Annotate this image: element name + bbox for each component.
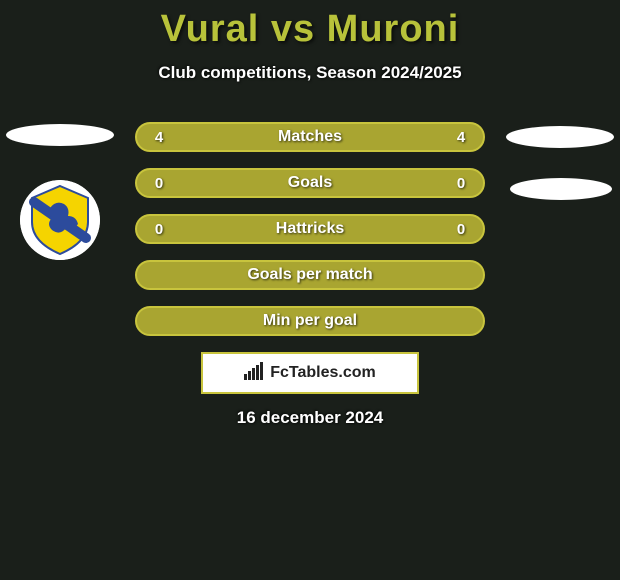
stat-right-value: 0 <box>455 221 467 238</box>
stat-left-value: 0 <box>153 175 165 192</box>
stat-row-goals-per-match: Goals per match <box>135 260 485 290</box>
stat-label: Min per goal <box>263 312 357 330</box>
stat-label: Goals per match <box>247 266 372 284</box>
stat-label: Goals <box>288 174 332 192</box>
site-badge-text: FcTables.com <box>270 364 376 382</box>
bar-chart-icon <box>244 362 266 385</box>
page-title: Vural vs Muroni <box>0 0 620 51</box>
stat-right-value: 4 <box>455 129 467 146</box>
player-left-placeholder <box>6 124 114 146</box>
stats-container: 4 Matches 4 0 Goals 0 0 Hattricks 0 Goal… <box>135 122 485 352</box>
stat-row-hattricks: 0 Hattricks 0 <box>135 214 485 244</box>
player-right-placeholder <box>506 126 614 148</box>
club-right-placeholder <box>510 178 612 200</box>
site-badge: FcTables.com <box>201 352 419 394</box>
stat-label: Matches <box>278 128 342 146</box>
stat-row-goals: 0 Goals 0 <box>135 168 485 198</box>
date-text: 16 december 2024 <box>237 408 384 428</box>
stat-left-value: 0 <box>153 221 165 238</box>
club-left-badge <box>20 180 100 260</box>
stat-row-matches: 4 Matches 4 <box>135 122 485 152</box>
stat-label: Hattricks <box>276 220 344 238</box>
stat-row-min-per-goal: Min per goal <box>135 306 485 336</box>
page-subtitle: Club competitions, Season 2024/2025 <box>0 63 620 83</box>
club-crest-icon <box>20 180 100 260</box>
stat-left-value: 4 <box>153 129 165 146</box>
stat-right-value: 0 <box>455 175 467 192</box>
